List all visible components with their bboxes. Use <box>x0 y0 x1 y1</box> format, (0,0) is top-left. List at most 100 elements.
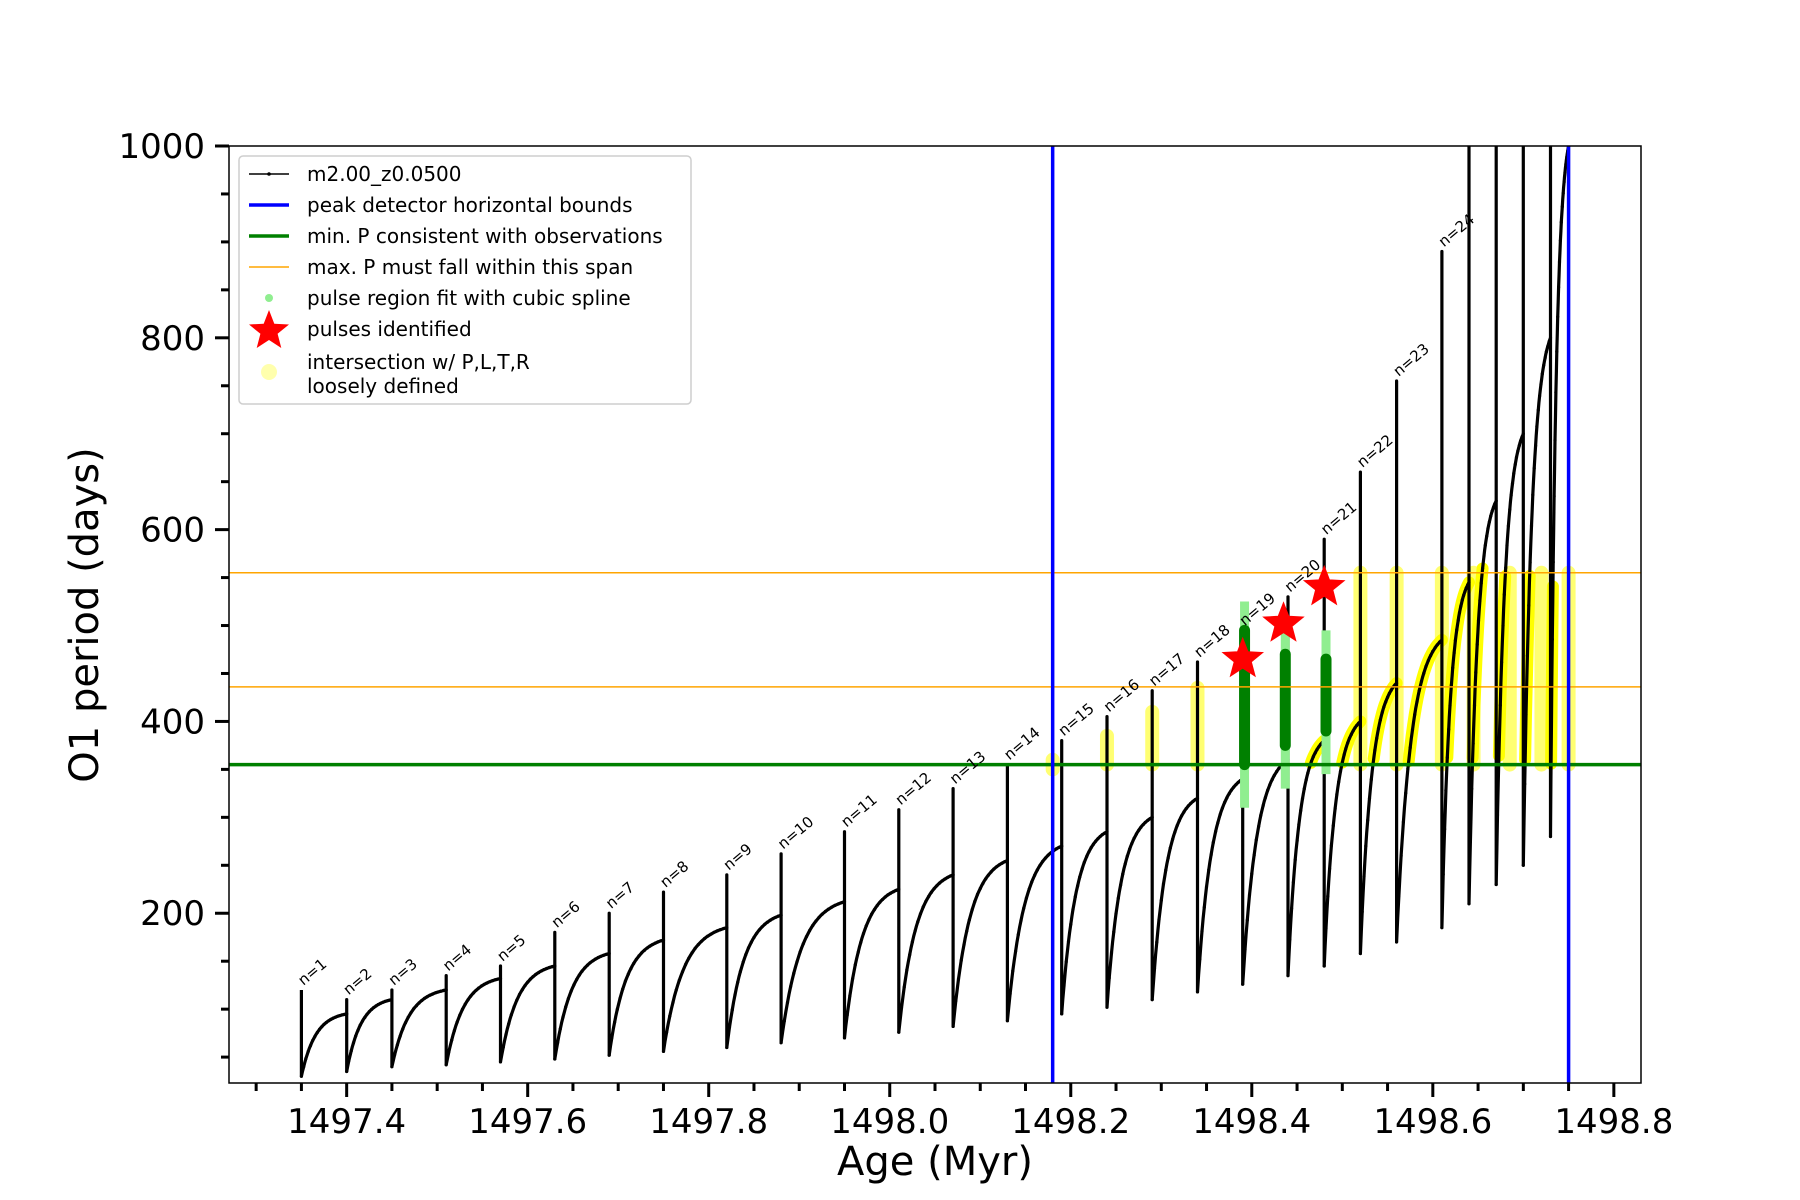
curve-marker-189 <box>779 913 783 917</box>
curve-marker-450 <box>1373 748 1377 752</box>
curve-marker-188 <box>776 914 781 918</box>
curve-marker-448 <box>1369 777 1373 782</box>
curve-marker-26 <box>354 1034 358 1038</box>
curve-marker-176 <box>744 953 748 957</box>
curve-marker-314 <box>1103 831 1107 835</box>
curve-marker-573 <box>1553 438 1557 442</box>
curve-marker-114 <box>575 978 579 982</box>
curve-marker-201 <box>814 919 818 923</box>
x-tick-label-2: 1497.6 <box>468 1102 587 1142</box>
curve-marker-395 <box>1277 766 1281 770</box>
curve-marker-324 <box>1123 862 1127 866</box>
curve-marker-543 <box>1517 443 1521 448</box>
curve-marker-536 <box>1508 507 1512 511</box>
curve-marker-241 <box>921 905 925 909</box>
curve-marker-96 <box>528 977 533 981</box>
curve-marker-437 <box>1351 729 1355 733</box>
curve-marker-547 <box>1521 863 1525 867</box>
curve-marker-165 <box>715 929 719 933</box>
curve-marker-183 <box>763 922 767 926</box>
curve-marker-92 <box>517 992 522 997</box>
curve-marker-56 <box>425 995 429 999</box>
curve-marker-265 <box>984 877 988 881</box>
curve-marker-572 <box>1552 494 1556 498</box>
curve-marker-465 <box>1399 854 1403 858</box>
curve-marker-567 <box>1548 336 1553 340</box>
curve-marker-269 <box>994 865 999 869</box>
curve-marker-354 <box>1189 801 1193 806</box>
curve-marker-99 <box>537 971 541 975</box>
curve-marker-249 <box>943 877 947 881</box>
curve-marker-322 <box>1119 883 1123 887</box>
curve-marker-258 <box>965 929 969 933</box>
curve-marker-430 <box>1338 769 1343 774</box>
curve-marker-519 <box>1486 526 1490 531</box>
curve-marker-331 <box>1139 825 1143 829</box>
y-tick-label-2: 400 <box>140 702 205 742</box>
curve-marker-380 <box>1243 948 1247 952</box>
curve-marker-111 <box>566 996 571 1001</box>
curve-marker-123 <box>599 954 603 958</box>
curve-marker-415 <box>1313 751 1317 755</box>
curve-marker-110 <box>564 1005 568 1009</box>
curve-marker-499 <box>1460 598 1464 603</box>
curve-marker-477 <box>1426 659 1430 663</box>
curve-marker-261 <box>973 899 977 904</box>
curve-marker-220 <box>867 918 871 922</box>
curve-marker-580 <box>1559 220 1563 224</box>
curve-marker-406 <box>1297 822 1301 827</box>
curve-marker-518 <box>1485 534 1489 538</box>
curve-marker-444 <box>1362 874 1366 878</box>
curve-marker-503 <box>1466 583 1470 587</box>
curve-marker-168 <box>725 926 729 930</box>
curve-marker-504 <box>1467 580 1471 585</box>
curve-marker-243 <box>927 894 931 899</box>
curve-marker-568 <box>1548 834 1553 839</box>
curve-marker-285 <box>1035 868 1039 872</box>
curve-marker-432 <box>1342 753 1346 757</box>
curve-marker-277 <box>1014 949 1018 953</box>
y-tick-label-5: 1000 <box>118 127 205 167</box>
curve-marker-451 <box>1375 736 1379 741</box>
curve-marker-131 <box>618 996 622 1001</box>
curve-marker-232 <box>897 1030 901 1034</box>
curve-marker-162 <box>706 934 710 938</box>
curve-marker-94 <box>523 984 527 988</box>
curve-marker-293 <box>1057 845 1061 850</box>
curve-marker-44 <box>393 1053 397 1057</box>
curve-marker-244 <box>929 890 934 894</box>
curve-marker-582 <box>1561 191 1565 195</box>
curve-marker-164 <box>712 930 716 934</box>
curve-marker-84 <box>498 976 503 981</box>
curve-marker-411 <box>1306 771 1310 775</box>
curve-marker-225 <box>880 897 885 902</box>
curve-marker-118 <box>585 963 590 967</box>
curve-marker-102 <box>545 966 549 971</box>
curve-marker-83 <box>496 977 500 981</box>
curve-marker-545 <box>1520 435 1524 439</box>
curve-marker-75 <box>474 988 478 992</box>
curve-marker-68 <box>455 1020 459 1024</box>
curve-marker-374 <box>1232 785 1236 789</box>
curve-marker-55 <box>422 996 427 1001</box>
curve-marker-384 <box>1252 853 1256 858</box>
curve-marker-179 <box>752 935 756 940</box>
curve-marker-453 <box>1378 718 1382 722</box>
curve-marker-334 <box>1146 818 1150 823</box>
curve-marker-154 <box>680 970 685 974</box>
curve-marker-200 <box>811 923 815 928</box>
curve-marker-355 <box>1191 799 1195 804</box>
curve-marker-212 <box>845 1013 849 1017</box>
curve-marker-60 <box>436 990 440 994</box>
curve-marker-333 <box>1143 820 1147 824</box>
curve-marker-152 <box>674 988 678 993</box>
curve-marker-319 <box>1112 930 1116 934</box>
curve-marker-231 <box>897 887 901 891</box>
curve-marker-481 <box>1435 643 1439 647</box>
curve-marker-307 <box>1087 850 1091 854</box>
curve-marker-222 <box>872 908 877 912</box>
curve-marker-242 <box>924 899 928 903</box>
curve-marker-257 <box>962 943 966 947</box>
curve-marker-248 <box>940 879 944 883</box>
curve-marker-9 <box>317 1027 322 1031</box>
